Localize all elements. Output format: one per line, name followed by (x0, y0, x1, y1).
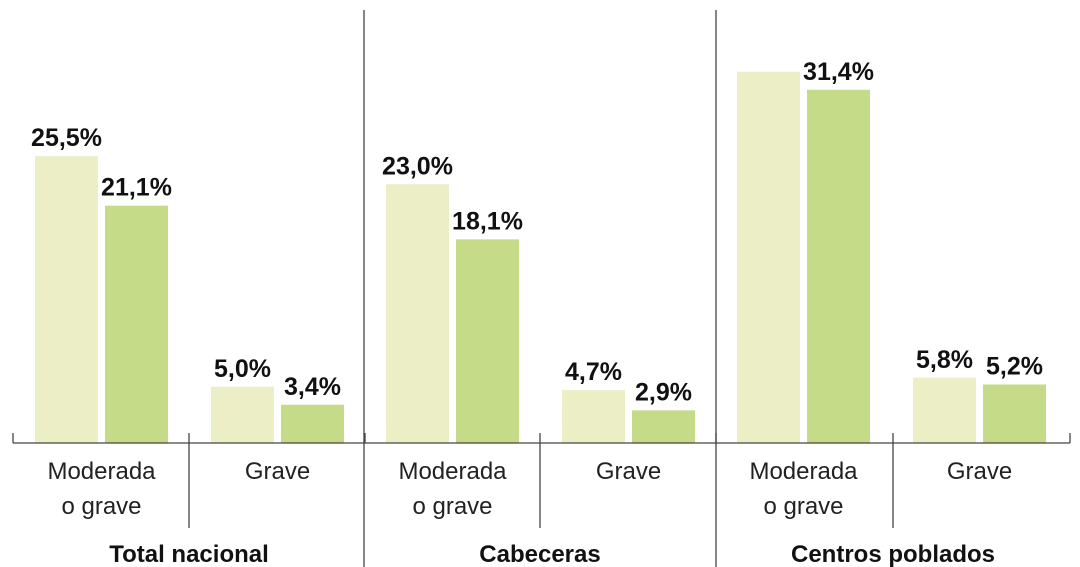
bar (281, 404, 344, 443)
category-label: Grave (245, 458, 310, 485)
category-label: Moderada o grave (398, 458, 507, 520)
group-label: Cabeceras (479, 541, 600, 567)
bar (807, 89, 870, 443)
bar (632, 410, 695, 443)
bar (913, 377, 976, 443)
group-label: Centros poblados (791, 541, 995, 567)
data-label: 5,0% (214, 355, 271, 383)
data-label: 3,4% (284, 373, 341, 401)
data-label: 21,1% (101, 174, 172, 202)
bar (737, 71, 800, 443)
category-label: Moderada o grave (47, 458, 156, 520)
bar (35, 156, 98, 443)
data-label: 23,0% (382, 152, 453, 180)
data-label: 25,5% (31, 124, 102, 152)
data-label: 5,8% (916, 346, 973, 374)
group-label: Total nacional (109, 541, 269, 567)
bar (386, 184, 449, 443)
data-label: 5,2% (986, 353, 1043, 381)
bar (105, 205, 168, 443)
bar (456, 239, 519, 443)
data-label: 18,1% (452, 207, 523, 235)
bar (983, 384, 1046, 443)
data-label: 4,7% (565, 358, 622, 386)
data-label: 2,9% (635, 378, 692, 406)
category-label: Grave (596, 458, 661, 485)
category-label: Grave (947, 458, 1012, 485)
category-label: Moderada o grave (749, 458, 858, 520)
data-label: 31,4% (803, 58, 874, 86)
bar (211, 386, 274, 443)
bar (562, 390, 625, 443)
